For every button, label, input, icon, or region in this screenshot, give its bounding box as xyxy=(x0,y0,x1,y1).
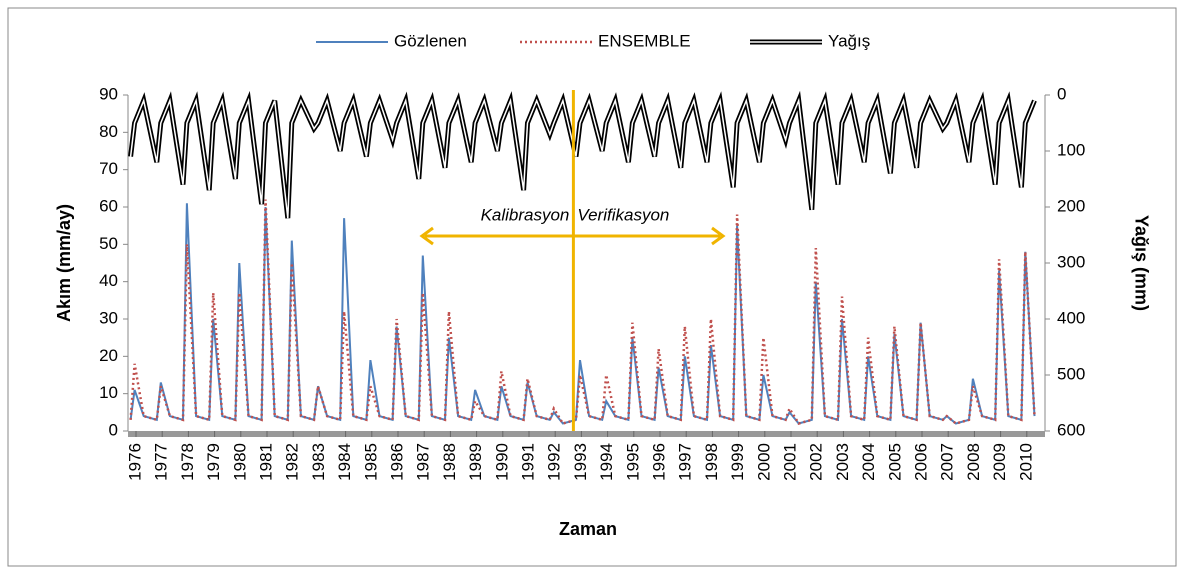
x-tick-label: 2004 xyxy=(859,443,878,481)
x-tick-label: 1988 xyxy=(440,443,459,481)
y-tick-label: 20 xyxy=(99,346,118,365)
x-tick-label: 2006 xyxy=(911,443,930,481)
arrow-head xyxy=(711,226,726,246)
x-tick-label: 1995 xyxy=(623,443,642,481)
x-tick-label: 1991 xyxy=(518,443,537,481)
y-tick-label: 40 xyxy=(99,271,118,290)
x-tick-label: 1982 xyxy=(283,443,302,481)
legend-label: ENSEMBLE xyxy=(598,31,691,50)
y2-tick-label: 200 xyxy=(1057,196,1085,215)
x-tick-label: 1984 xyxy=(335,443,354,481)
x-tick-label: 1976 xyxy=(125,443,144,481)
x-tick-label: 1981 xyxy=(256,443,275,481)
x-tick-label: 2010 xyxy=(1016,443,1035,481)
x-tick-label: 1987 xyxy=(414,443,433,481)
x-tick-label: 1989 xyxy=(466,443,485,481)
x-tick-label: 1990 xyxy=(492,443,511,481)
x-tick-label: 1980 xyxy=(230,443,249,481)
arrow-head xyxy=(419,226,434,246)
x-tick-label: 1985 xyxy=(361,443,380,481)
series-line xyxy=(129,203,1036,425)
y-tick-label: 90 xyxy=(99,84,118,103)
x-tick-label: 1986 xyxy=(387,443,406,481)
x-tick-label: 1978 xyxy=(178,443,197,481)
y2-tick-label: 500 xyxy=(1057,364,1085,383)
x-tick-label: 1994 xyxy=(597,443,616,481)
series-line-inner xyxy=(129,97,1036,219)
x-tick-label: 1992 xyxy=(545,443,564,481)
x-tick-label: 2003 xyxy=(833,443,852,481)
x-tick-label: 1997 xyxy=(676,443,695,481)
y-tick-label: 10 xyxy=(99,383,118,402)
x-tick-label: 1977 xyxy=(152,443,171,481)
y2-tick-label: 300 xyxy=(1057,252,1085,271)
y2-tick-label: 100 xyxy=(1057,140,1085,159)
x-tick-label: 1979 xyxy=(204,443,223,481)
x-tick-label: 1983 xyxy=(309,443,328,481)
legend-label: Yağış xyxy=(828,31,870,50)
x-tick-label: 2000 xyxy=(754,443,773,481)
y-tick-label: 70 xyxy=(99,159,118,178)
x-tick-label: 1996 xyxy=(649,443,668,481)
x-tick-label: 1998 xyxy=(702,443,721,481)
x-tick-label: 2009 xyxy=(990,443,1009,481)
x-tick-label: 2008 xyxy=(964,443,983,481)
y2-axis-label: Yağış (mm) xyxy=(1131,215,1151,311)
y2-tick-label: 0 xyxy=(1057,84,1066,103)
x-tick-label: 1999 xyxy=(728,443,747,481)
annotation: Kalibrasyon xyxy=(481,205,570,224)
x-tick-label: 2005 xyxy=(885,443,904,481)
y-tick-label: 30 xyxy=(99,308,118,327)
y-tick-label: 0 xyxy=(109,420,118,439)
x-tick-label: 1993 xyxy=(571,443,590,481)
y2-tick-label: 400 xyxy=(1057,308,1085,327)
x-tick-label: 2007 xyxy=(938,443,957,481)
legend-label: Gözlenen xyxy=(394,31,467,50)
x-tick-label: 2001 xyxy=(780,443,799,481)
x-axis xyxy=(128,431,1045,437)
y-tick-label: 80 xyxy=(99,122,118,141)
x-tick-label: 2002 xyxy=(807,443,826,481)
annotation: Verifikasyon xyxy=(577,205,669,224)
y-axis-label: Akım (mm/ay) xyxy=(54,204,74,322)
y-tick-label: 60 xyxy=(99,196,118,215)
x-axis-label: Zaman xyxy=(559,519,617,539)
y-tick-label: 50 xyxy=(99,234,118,253)
y2-tick-label: 600 xyxy=(1057,420,1085,439)
